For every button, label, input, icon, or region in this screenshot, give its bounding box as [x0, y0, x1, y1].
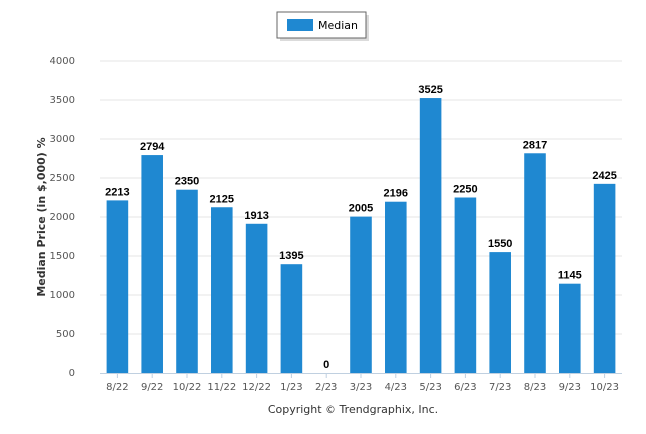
data-label: 2196	[384, 188, 408, 200]
bar[interactable]	[385, 201, 407, 373]
data-label: 1395	[279, 250, 303, 262]
data-label: 1913	[244, 210, 268, 222]
x-tick-label: 5/23	[419, 382, 441, 393]
data-label: 2125	[210, 193, 234, 205]
legend[interactable]: Median	[276, 11, 369, 41]
credit-text: Copyright © Trendgraphix, Inc.	[268, 403, 438, 416]
bar[interactable]	[141, 155, 163, 373]
legend-label: Median	[318, 19, 358, 32]
x-tick-label: 6/23	[454, 382, 476, 393]
x-tick-label: 1/23	[280, 382, 302, 393]
data-label: 2817	[523, 139, 547, 151]
data-label: 0	[323, 359, 329, 371]
x-tick-label: 9/23	[559, 382, 581, 393]
bars	[106, 98, 616, 374]
y-tick-label: 1500	[50, 251, 75, 262]
y-tick-label: 0	[69, 368, 75, 379]
data-label: 1145	[558, 270, 582, 282]
data-label: 2794	[140, 141, 165, 153]
bar[interactable]	[559, 283, 581, 373]
data-label: 1550	[488, 238, 512, 250]
bar[interactable]	[454, 197, 477, 374]
y-tick-label: 500	[56, 329, 75, 340]
bar[interactable]	[176, 189, 198, 373]
data-labels: 2213 2794 2350 2125 1913 1395 0 2005 2196 3525 225…	[105, 84, 617, 371]
bar[interactable]	[593, 183, 616, 373]
data-label: 3525	[418, 84, 442, 96]
x-tick-label: 10/23	[590, 382, 619, 393]
data-label: 2350	[175, 176, 199, 188]
y-axis-title: Median Price (in $,000) %	[35, 137, 48, 296]
x-tick-label: 9/22	[141, 382, 163, 393]
x-tick-label: 7/23	[489, 382, 511, 393]
x-tick-label: 11/22	[207, 382, 236, 393]
legend-swatch	[287, 19, 313, 31]
y-tick-label: 4000	[50, 56, 75, 67]
bar[interactable]	[524, 153, 546, 373]
x-axis-ticks: 8/22 9/22 10/22 11/22 12/22 1/23 2/23 3/23 4/23 5…	[106, 373, 619, 393]
bar[interactable]	[106, 200, 129, 373]
x-tick-label: 4/23	[385, 382, 407, 393]
y-axis-ticks: 0 500 1000 1500 2000 2500 3000 3500 4000	[50, 56, 75, 379]
x-tick-label: 12/22	[242, 382, 271, 393]
bar[interactable]	[280, 264, 303, 373]
y-tick-label: 3000	[50, 134, 75, 145]
data-label: 2005	[349, 203, 373, 215]
data-label: 2213	[105, 186, 129, 198]
data-label: 2250	[453, 184, 477, 196]
bar[interactable]	[211, 207, 233, 373]
data-label: 2425	[592, 170, 616, 182]
y-tick-label: 3500	[50, 95, 75, 106]
x-tick-label: 8/23	[524, 382, 546, 393]
x-tick-label: 3/23	[350, 382, 372, 393]
bar[interactable]	[350, 216, 372, 373]
y-tick-label: 1000	[50, 290, 75, 301]
bar[interactable]	[419, 98, 442, 374]
x-tick-label: 10/22	[173, 382, 202, 393]
x-tick-label: 2/23	[315, 382, 337, 393]
y-tick-label: 2000	[50, 212, 75, 223]
bar[interactable]	[245, 223, 268, 373]
x-tick-label: 8/22	[106, 382, 128, 393]
bar[interactable]	[489, 252, 511, 373]
y-tick-label: 2500	[50, 173, 75, 184]
